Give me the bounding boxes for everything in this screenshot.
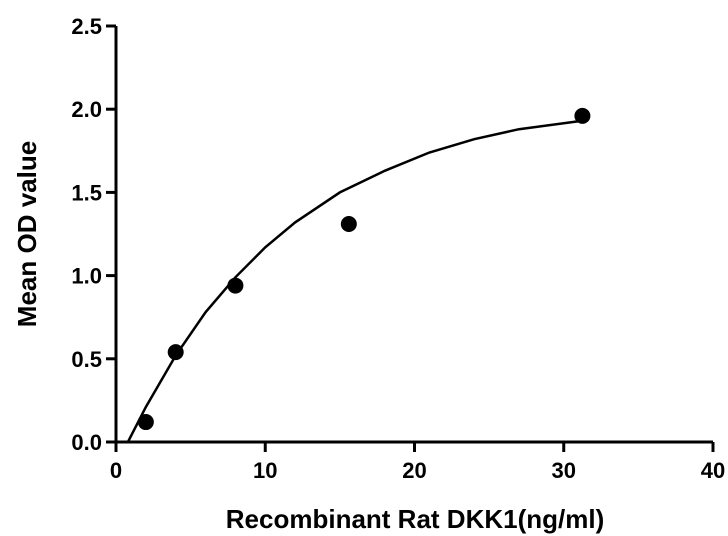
y-tick-label: 0.0 [71, 430, 102, 455]
x-axis-title: Recombinant Rat DKK1(ng/ml) [226, 504, 604, 534]
x-tick-label: 20 [402, 458, 426, 483]
axes [114, 26, 713, 444]
y-axis-title: Mean OD value [12, 141, 42, 327]
data-point [574, 107, 591, 124]
fit-curve-group [126, 119, 583, 443]
x-tick-label: 10 [253, 458, 277, 483]
data-point [137, 414, 154, 431]
y-tick-label: 1.0 [71, 264, 102, 289]
data-point [227, 277, 244, 294]
y-tick-label: 2.0 [71, 97, 102, 122]
x-ticks: 0 10 20 30 40 [110, 442, 725, 483]
y-tick-label: 1.5 [71, 180, 102, 205]
data-point [340, 216, 357, 233]
x-tick-label: 40 [701, 458, 725, 483]
y-ticks: 0.0 0.5 1.0 1.5 2.0 2.5 [71, 14, 116, 455]
x-tick-label: 30 [552, 458, 576, 483]
x-tick-label: 0 [110, 458, 122, 483]
data-point [167, 344, 184, 361]
fit-curve [126, 119, 583, 443]
y-tick-label: 0.5 [71, 347, 102, 372]
y-tick-label: 2.5 [71, 14, 102, 39]
data-points [137, 107, 591, 431]
